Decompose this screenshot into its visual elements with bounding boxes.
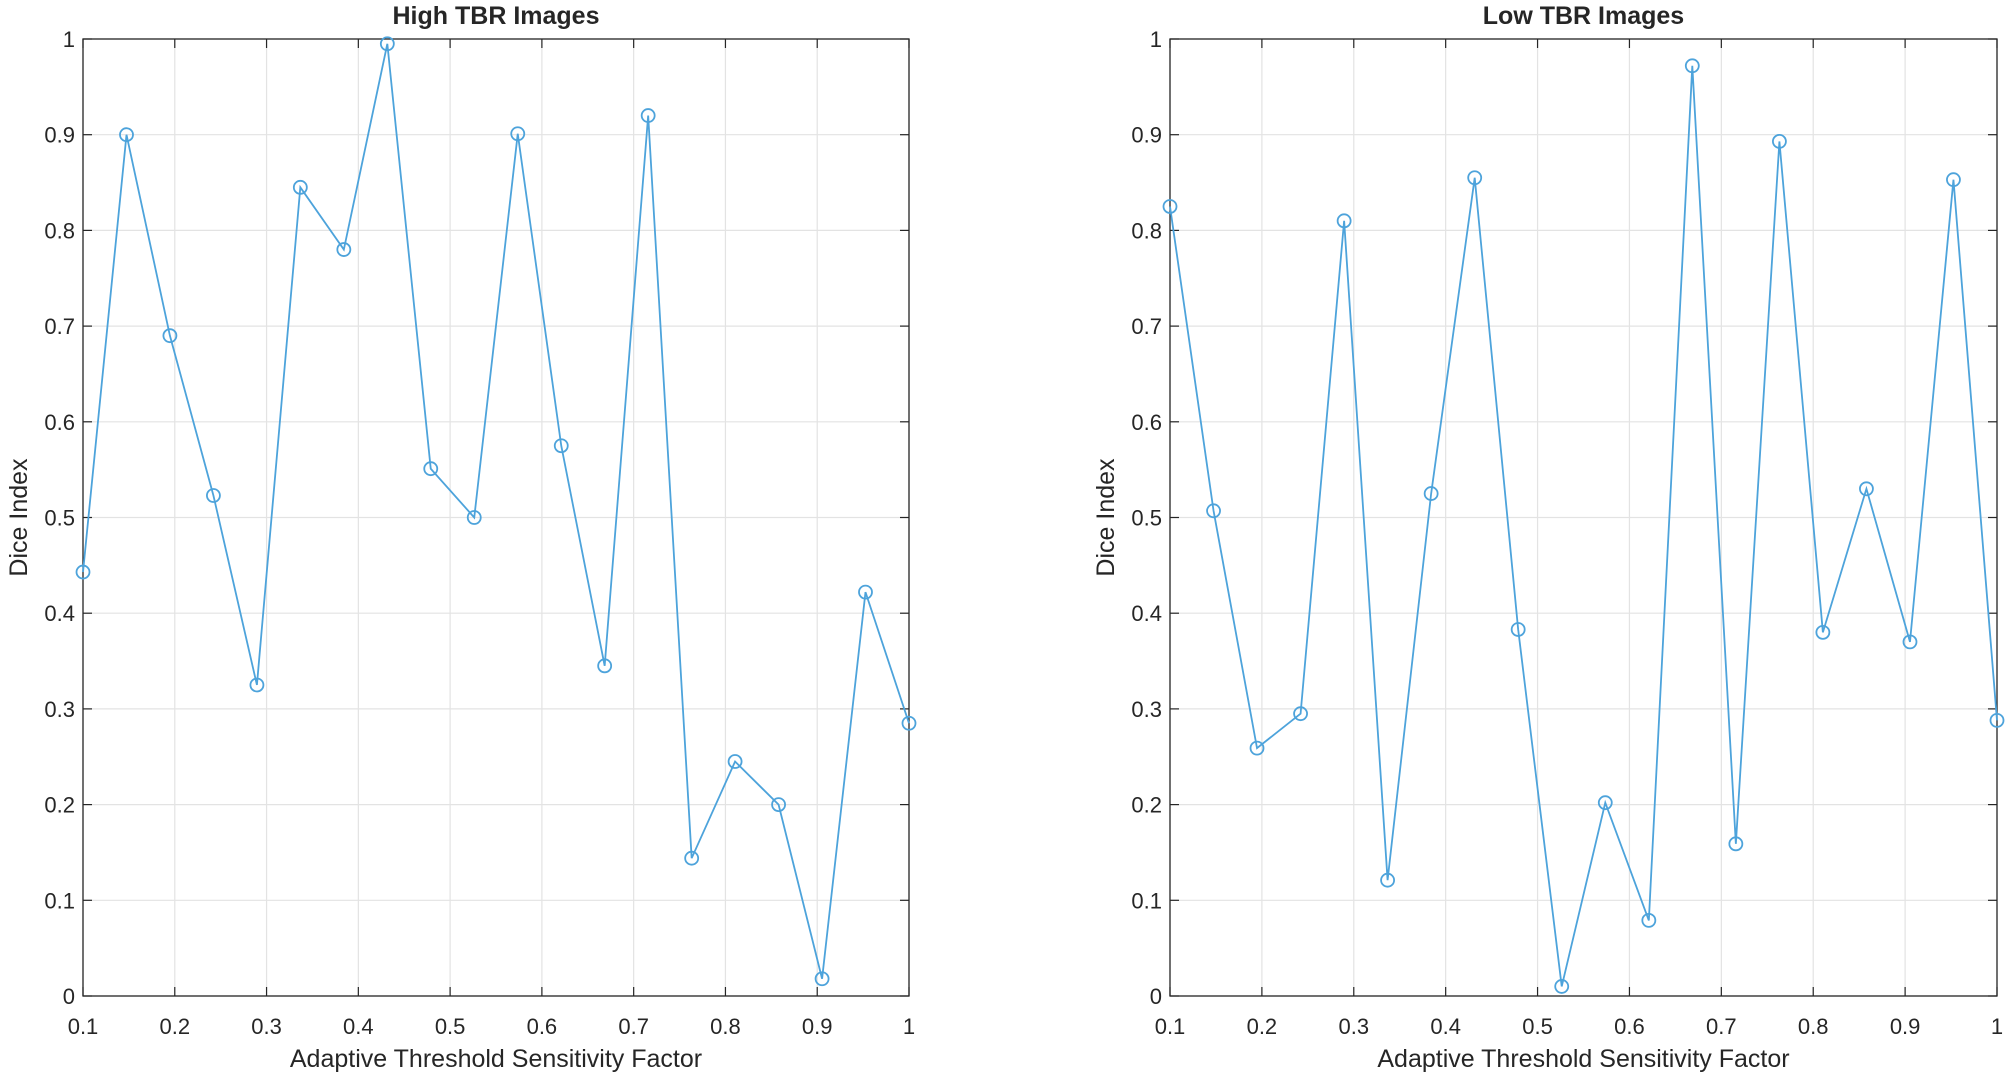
x-tick-label: 0.6 — [527, 1014, 558, 1039]
y-tick-label: 0.4 — [1131, 601, 1162, 626]
data-point — [119, 127, 134, 143]
chart-title: High TBR Images — [393, 2, 600, 30]
y-tick-label: 0 — [63, 984, 75, 1009]
x-axis-label: Adaptive Threshold Sensitivity Factor — [1377, 1045, 1789, 1073]
data-point — [379, 36, 395, 52]
data-point — [1510, 622, 1526, 637]
series-line — [1169, 65, 1998, 987]
x-tick-label: 0.6 — [1614, 1014, 1645, 1039]
data-point — [1206, 503, 1221, 519]
data-point — [292, 179, 308, 195]
data-point — [814, 971, 830, 987]
data-point — [1728, 836, 1744, 852]
y-tick-label: 0 — [1150, 984, 1162, 1009]
data-point — [771, 797, 786, 812]
y-tick-label: 0.6 — [1131, 410, 1162, 435]
data-point — [1641, 912, 1657, 928]
data-point — [1554, 979, 1570, 994]
x-tick-label: 0.2 — [159, 1014, 190, 1039]
data-point — [75, 564, 91, 580]
x-tick-label: 0.1 — [1155, 1014, 1186, 1039]
data-point — [1815, 624, 1831, 640]
data-point — [162, 328, 178, 344]
y-tick-label: 1 — [1150, 27, 1162, 52]
x-tick-label: 0.4 — [343, 1014, 374, 1039]
data-point — [553, 438, 569, 454]
data-point — [1989, 712, 2005, 728]
data-point — [597, 658, 613, 674]
y-tick-label: 0.7 — [1131, 314, 1162, 339]
data-point — [510, 126, 526, 142]
x-tick-label: 0.8 — [1798, 1014, 1829, 1039]
y-tick-label: 0.1 — [1131, 888, 1162, 913]
data-point — [336, 242, 352, 257]
x-tick-label: 0.1 — [68, 1014, 99, 1039]
y-tick-label: 0.3 — [44, 697, 75, 722]
x-tick-label: 0.5 — [1522, 1014, 1553, 1039]
x-tick-label: 0.8 — [710, 1014, 741, 1039]
x-tick-label: 0.2 — [1247, 1014, 1278, 1039]
x-tick-label: 0.7 — [1706, 1014, 1737, 1039]
y-tick-label: 0.2 — [44, 793, 75, 818]
data-point — [1249, 740, 1265, 756]
x-tick-label: 1 — [903, 1014, 915, 1039]
x-tick-label: 0.7 — [618, 1014, 649, 1039]
y-tick-label: 0.8 — [44, 218, 75, 243]
y-tick-label: 0.1 — [44, 888, 75, 913]
y-tick-label: 0.9 — [1131, 123, 1162, 148]
data-point — [1772, 133, 1787, 149]
y-tick-label: 0.8 — [1131, 218, 1162, 243]
data-point — [901, 715, 917, 731]
x-tick-label: 0.9 — [1890, 1014, 1921, 1039]
y-tick-label: 0.7 — [44, 314, 75, 339]
data-point — [206, 488, 221, 503]
series-line — [82, 43, 910, 979]
data-point — [1380, 872, 1395, 888]
x-tick-label: 0.4 — [1430, 1014, 1461, 1039]
data-point — [1946, 172, 1961, 188]
x-tick-label: 0.5 — [435, 1014, 466, 1039]
x-tick-label: 0.9 — [802, 1014, 833, 1039]
chart-high-tbr: High TBR Images Adaptive Threshold Sensi… — [5, 2, 917, 1073]
data-point — [684, 850, 700, 866]
data-point — [1859, 481, 1874, 497]
chart-title: Low TBR Images — [1483, 2, 1684, 30]
data-point — [858, 584, 873, 600]
data-point — [1597, 795, 1613, 811]
data-point — [1423, 486, 1439, 501]
x-tick-label: 1 — [1991, 1014, 2003, 1039]
x-tick-label: 0.3 — [1338, 1014, 1369, 1039]
x-axis-label: Adaptive Threshold Sensitivity Factor — [290, 1045, 702, 1073]
x-tick-label: 0.3 — [251, 1014, 282, 1039]
data-point — [1902, 634, 1918, 650]
data-point — [466, 510, 482, 525]
y-tick-label: 0.5 — [1131, 506, 1162, 531]
y-axis-label: Dice Index — [1092, 458, 1120, 577]
y-tick-label: 0.2 — [1131, 793, 1162, 818]
data-point — [423, 461, 439, 477]
chart-low-tbr: Low TBR Images Adaptive Threshold Sensit… — [1092, 2, 2005, 1073]
data-point — [1467, 170, 1483, 186]
y-tick-label: 0.3 — [1131, 697, 1162, 722]
y-tick-label: 0.4 — [44, 601, 75, 626]
data-point — [727, 754, 743, 769]
y-tick-label: 1 — [63, 27, 75, 52]
y-tick-label: 0.6 — [44, 410, 75, 435]
data-point — [1684, 58, 1700, 74]
data-point — [1293, 706, 1308, 722]
data-point — [640, 108, 656, 123]
data-point — [1336, 213, 1352, 229]
y-tick-label: 0.9 — [44, 123, 75, 148]
data-point — [1162, 199, 1178, 214]
y-tick-label: 0.5 — [44, 506, 75, 531]
data-point — [249, 677, 265, 693]
y-axis-label: Dice Index — [5, 458, 33, 577]
